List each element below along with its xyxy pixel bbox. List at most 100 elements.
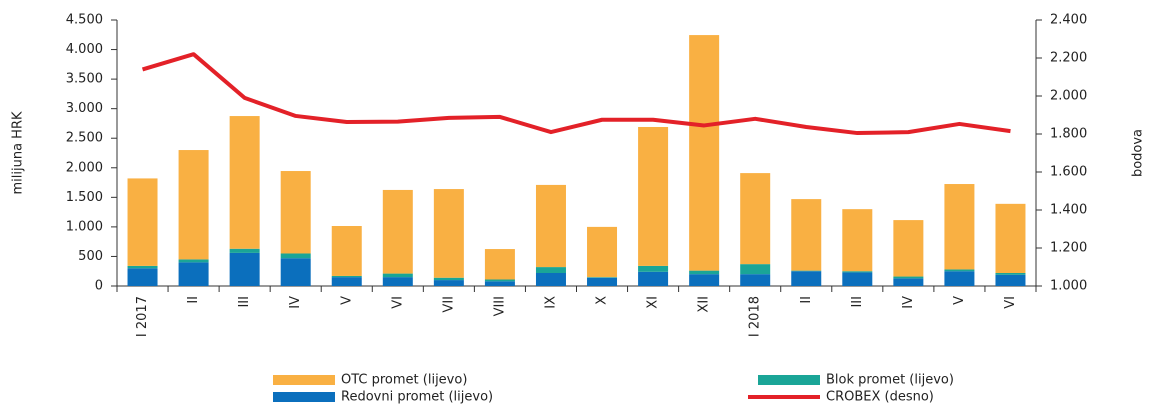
- bar-segment: [535, 272, 566, 286]
- bar-segment: [944, 269, 975, 272]
- x-tick-label: VI: [1003, 296, 1018, 309]
- x-tick-label: VII: [441, 296, 456, 313]
- bar-segment: [740, 264, 771, 275]
- legend-label: Redovni promet (lijevo): [341, 390, 493, 405]
- bar-segment: [535, 267, 566, 273]
- legend-swatch: [273, 375, 335, 385]
- bar-segment: [842, 271, 873, 273]
- x-tick-label: V: [952, 296, 967, 305]
- bar-segment: [280, 253, 311, 259]
- y-tick-label: 4.500: [66, 13, 103, 28]
- bar-segment: [638, 126, 669, 266]
- y-tick-label: 0: [95, 279, 103, 294]
- x-tick-label: III: [237, 296, 252, 308]
- y-tick-label: 4.000: [66, 42, 103, 57]
- y-axis-label: milijuna HRK: [11, 111, 26, 194]
- bar-segment: [178, 262, 209, 286]
- y2-tick-label: 1.600: [1050, 165, 1087, 180]
- bar-segment: [280, 258, 311, 286]
- bar-segment: [995, 272, 1026, 275]
- x-tick-label: XI: [646, 296, 661, 309]
- bar-segment: [995, 274, 1026, 286]
- bar-segment: [280, 171, 311, 254]
- y2-tick-label: 1.800: [1050, 127, 1087, 142]
- x-tick-label: II: [186, 296, 201, 304]
- legend-swatch: [758, 375, 820, 385]
- x-tick-label: VIII: [492, 296, 507, 316]
- x-tick-label: I 2017: [135, 296, 150, 337]
- y2-axis-label: bodova: [1131, 129, 1146, 177]
- bar-segment: [229, 248, 260, 253]
- x-tick-label: X: [595, 296, 610, 305]
- bar-segment: [689, 274, 720, 286]
- bar-segment: [127, 268, 158, 286]
- bar-segment: [740, 173, 771, 265]
- y2-tick-label: 2.400: [1050, 13, 1087, 28]
- y-tick-label: 1.000: [66, 219, 103, 234]
- line-series: [141, 52, 1011, 136]
- legend-label: CROBEX (desno): [826, 390, 934, 405]
- y2-tick-label: 1.000: [1050, 279, 1087, 294]
- bar-segment: [535, 184, 566, 268]
- bar-segment: [127, 265, 158, 269]
- bar-segment: [689, 35, 720, 271]
- bar-segment: [638, 265, 669, 272]
- bar-segment: [331, 275, 362, 278]
- y-tick-label: 2.000: [66, 160, 103, 175]
- bar-segment: [995, 203, 1026, 273]
- bar-segment: [842, 272, 873, 286]
- bar-segment: [587, 226, 618, 278]
- y-tick-label: 3.500: [66, 72, 103, 87]
- bar-segment: [944, 271, 975, 286]
- bar-segment: [791, 199, 822, 271]
- bar-segment: [791, 271, 822, 286]
- bar-segment: [587, 277, 618, 286]
- bar-segment: [127, 178, 158, 266]
- y-tick-label: 1.500: [66, 190, 103, 205]
- x-tick-label: XII: [697, 296, 712, 313]
- bar-segment: [178, 150, 209, 260]
- bar-segment: [484, 281, 515, 286]
- bar-segment: [433, 280, 464, 286]
- legend-label: Blok promet (lijevo): [826, 373, 954, 388]
- bar-segment: [433, 189, 464, 278]
- bar-segment: [382, 189, 413, 274]
- x-tick-label: I 2018: [748, 296, 763, 337]
- bar-segment: [740, 274, 771, 286]
- bar-segment: [382, 277, 413, 286]
- x-tick-label: II: [799, 296, 814, 304]
- x-tick-label: V: [339, 296, 354, 305]
- bar-segment: [484, 279, 515, 282]
- y-tick-label: 500: [78, 249, 103, 264]
- bar-segment: [842, 209, 873, 272]
- x-tick-label: VI: [390, 296, 405, 309]
- y2-tick-label: 1.400: [1050, 203, 1087, 218]
- y-tick-label: 3.000: [66, 101, 103, 116]
- legend-label: OTC promet (lijevo): [341, 373, 467, 388]
- y2-tick-label: 2.200: [1050, 51, 1087, 66]
- y2-tick-label: 2.000: [1050, 89, 1087, 104]
- bar-segment: [433, 277, 464, 281]
- bar-segment: [331, 277, 362, 286]
- bar-segment: [893, 278, 924, 286]
- y2-tick-label: 1.200: [1050, 241, 1087, 256]
- bar-segment: [331, 226, 362, 276]
- bar-segment: [382, 273, 413, 278]
- x-tick-label: IV: [288, 296, 303, 309]
- bar-segment: [178, 259, 209, 263]
- x-tick-label: IV: [901, 296, 916, 309]
- x-tick-label: III: [850, 296, 865, 308]
- bar-segment: [638, 271, 669, 286]
- bar-segment: [587, 277, 618, 278]
- bar-segment: [893, 220, 924, 277]
- bar-segment: [484, 249, 515, 280]
- bar-segment: [229, 116, 260, 249]
- bar-segment: [689, 270, 720, 275]
- y-tick-label: 2.500: [66, 131, 103, 146]
- bar-segment: [791, 270, 822, 272]
- bar-segment: [229, 252, 260, 286]
- bar-segment: [893, 276, 924, 279]
- legend-swatch: [273, 392, 335, 402]
- x-tick-label: IX: [543, 296, 558, 309]
